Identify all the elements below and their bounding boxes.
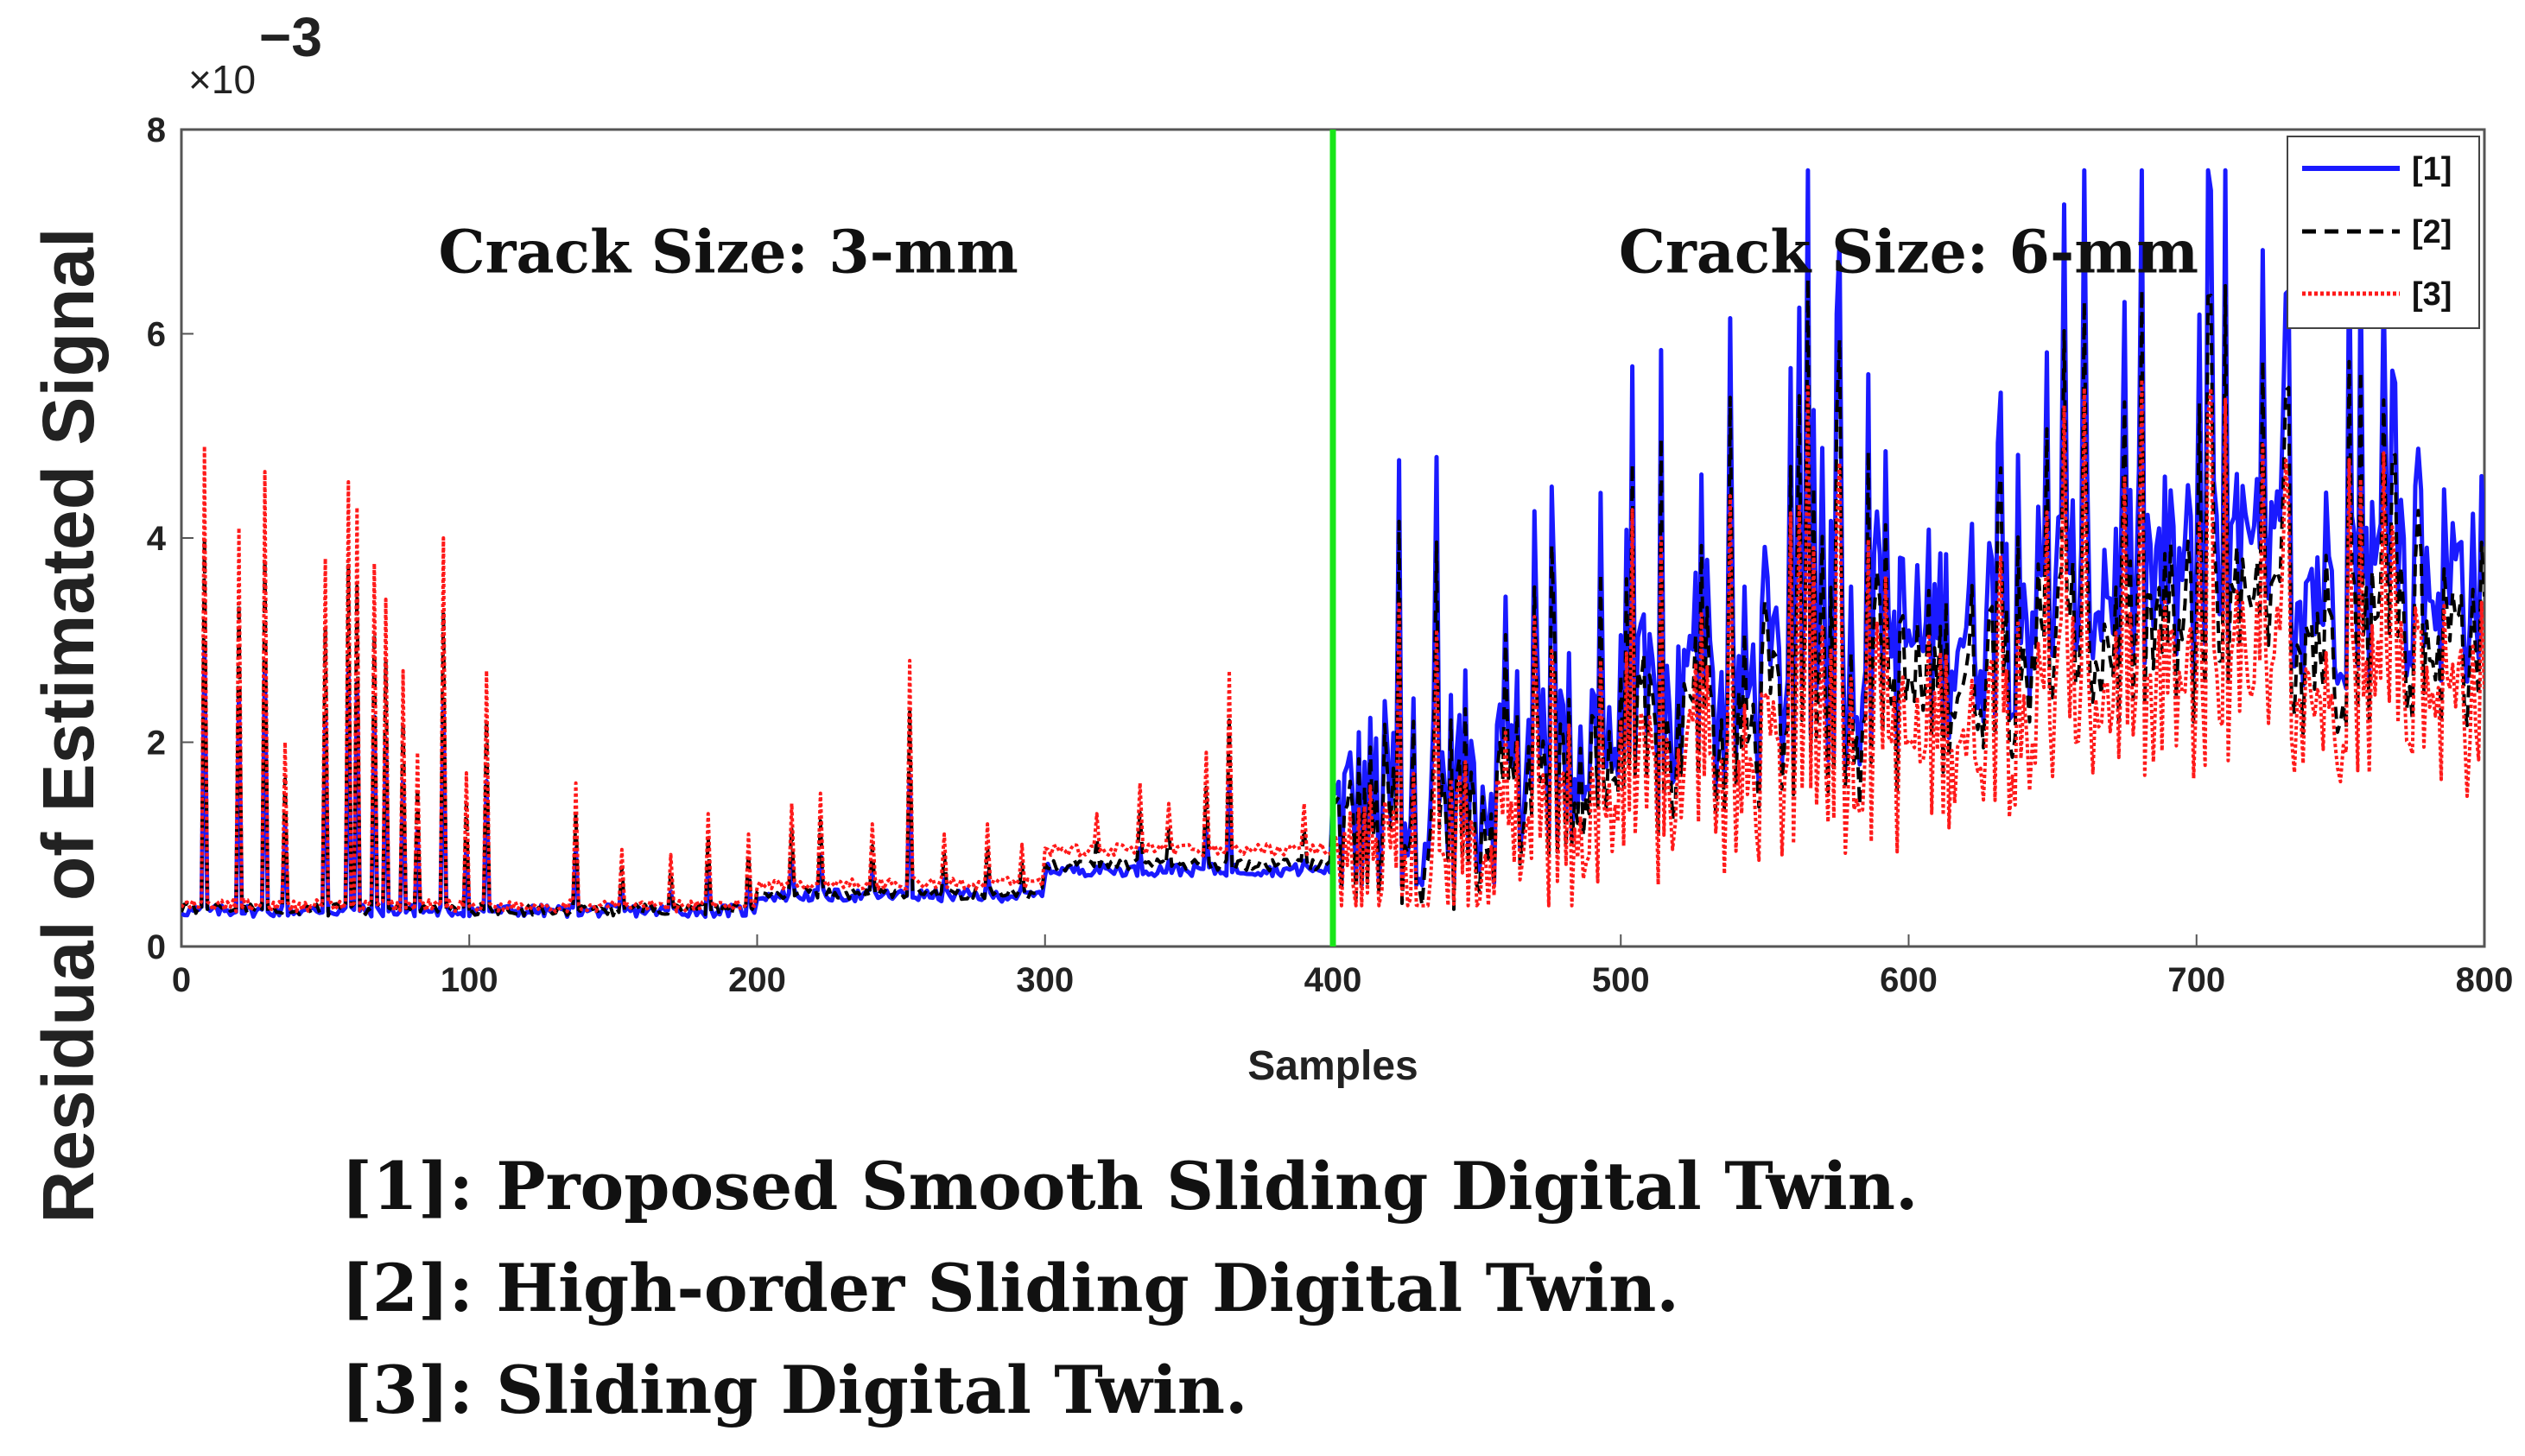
x-tick-label: 500 bbox=[1592, 961, 1650, 999]
y-multiplier-base: ×10 bbox=[188, 57, 256, 102]
x-tick-label: 200 bbox=[728, 961, 786, 999]
legend-label-1: [1] bbox=[2412, 151, 2452, 187]
y-axis-title: Residual of Estimated Signal bbox=[28, 228, 109, 1224]
region-label-6mm: Crack Size: 6-mm bbox=[1619, 218, 2198, 288]
x-axis-ticks: 0 100 200 300 400 500 600 700 800 bbox=[172, 934, 2514, 999]
x-tick-label: 600 bbox=[1880, 961, 1938, 999]
x-tick-label: 400 bbox=[1304, 961, 1362, 999]
legend: [1] [2] [3] bbox=[2287, 136, 2480, 329]
caption-line-2: [2]: High-order Sliding Digital Twin. bbox=[341, 1250, 1679, 1326]
y-tick-label: 2 bbox=[147, 725, 166, 763]
y-tick-label: 6 bbox=[147, 316, 166, 354]
y-tick-label: 8 bbox=[147, 111, 166, 149]
y-axis-ticks: 0 2 4 6 8 bbox=[147, 111, 193, 966]
x-tick-label: 800 bbox=[2456, 961, 2514, 999]
y-tick-label: 0 bbox=[147, 928, 166, 966]
y-tick-label: 4 bbox=[147, 520, 167, 558]
legend-label-2: [2] bbox=[2412, 214, 2452, 250]
x-axis-title: Samples bbox=[1247, 1043, 1418, 1089]
x-tick-label: 300 bbox=[1016, 961, 1074, 999]
x-tick-label: 700 bbox=[2167, 961, 2225, 999]
caption-line-1: [1]: Proposed Smooth Sliding Digital Twi… bbox=[341, 1148, 1918, 1225]
caption-line-3: [3]: Sliding Digital Twin. bbox=[341, 1352, 1248, 1428]
legend-label-3: [3] bbox=[2412, 276, 2452, 313]
x-tick-label: 0 bbox=[172, 961, 191, 999]
x-tick-label: 100 bbox=[441, 961, 498, 999]
y-multiplier-exponent: −3 bbox=[259, 6, 322, 68]
region-label-3mm: Crack Size: 3-mm bbox=[439, 218, 1018, 288]
